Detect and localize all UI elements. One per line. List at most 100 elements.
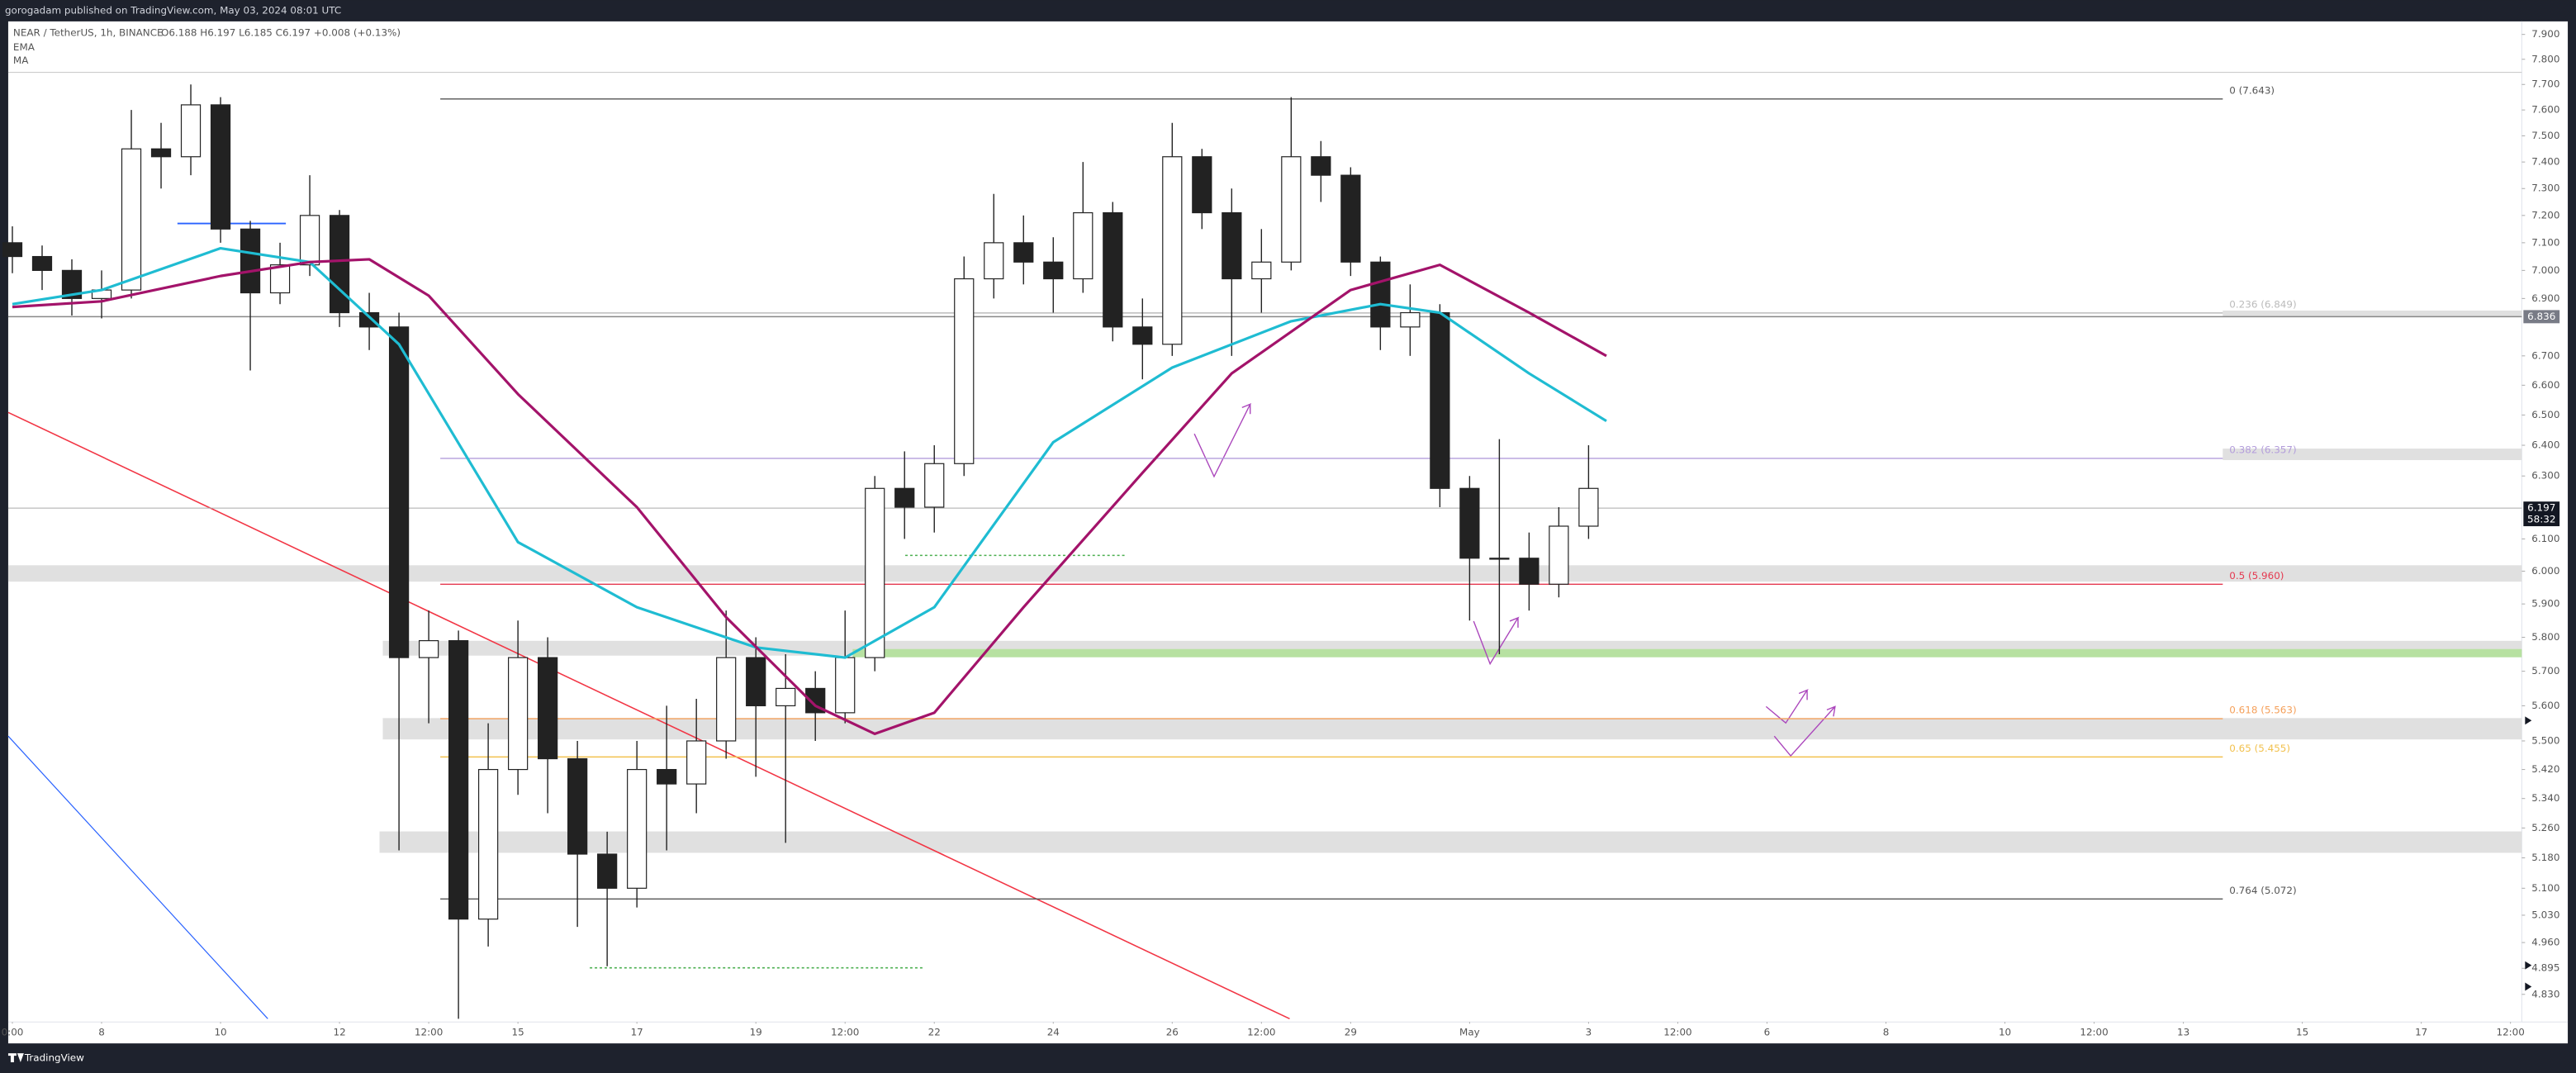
countdown: 58:32 [2527, 514, 2555, 525]
y-tick-label: 7.800 [2531, 53, 2559, 64]
y-tick-label: 4.830 [2531, 988, 2559, 999]
fib-label: 0.5 (5.960) [2229, 570, 2284, 582]
candle-body [329, 215, 350, 314]
legend-entry: EMA [13, 41, 36, 53]
arrow [1773, 705, 1836, 757]
candle-body [1578, 487, 1599, 527]
plot: 7.900 7.800 7.700 7.600 7.500 7.400 7.300 7.200… [2, 28, 2560, 1038]
y-tick-label: 7.100 [2531, 236, 2559, 248]
candle-body [1430, 311, 1450, 489]
y-tick-label: 5.420 [2531, 763, 2559, 775]
x-tick-label: 10 [1999, 1027, 2011, 1038]
candle-body [1281, 156, 1302, 263]
x-tick-label: 13 [2177, 1027, 2189, 1038]
zone [2223, 449, 2522, 461]
brand: TradingView [24, 1052, 84, 1064]
fib-label: 0.236 (6.849) [2229, 298, 2296, 310]
zone-green [852, 648, 2522, 658]
arrow [1193, 403, 1252, 478]
candle-body [1222, 211, 1242, 280]
y-tick-label: 6.000 [2531, 565, 2559, 577]
legend-entry: MA [13, 55, 29, 66]
x-tick-label: 17 [2415, 1027, 2427, 1038]
candle-body [477, 768, 499, 920]
symbol: NEAR / TetherUS, 1h, BINANCE [13, 26, 164, 38]
candle-body [865, 487, 885, 658]
candle-body [746, 657, 766, 707]
y-tick-label: 5.180 [2531, 852, 2559, 863]
candle-body [299, 215, 320, 266]
candle-body [269, 264, 291, 294]
candle-body [1251, 261, 1272, 280]
candle-body [358, 311, 380, 328]
candle-body [954, 278, 975, 464]
zone [7, 565, 2522, 582]
y-tick-label: 4.960 [2531, 937, 2559, 948]
y-tick-label: 5.260 [2531, 822, 2559, 833]
drawings [7, 71, 2532, 1020]
y-tick-label: 7.700 [2531, 78, 2559, 90]
candle-body [597, 853, 618, 889]
candle-body [150, 148, 172, 158]
x-tick-label: 26 [1166, 1027, 1179, 1038]
trend-line [7, 411, 1290, 1020]
candle-body [1162, 156, 1183, 345]
candle-body [31, 255, 53, 271]
candle-body [567, 757, 588, 855]
y-tick-label: 5.600 [2531, 700, 2559, 711]
y-tick-label: 6.700 [2531, 349, 2559, 361]
candle-body [716, 657, 737, 742]
candle-body [448, 640, 469, 920]
y-tick-label: 6.300 [2531, 470, 2559, 482]
candle-body [1311, 156, 1331, 176]
x-tick-label: 15 [512, 1027, 524, 1038]
x-tick-label: 12:00 [1247, 1027, 1275, 1038]
candle-body [1549, 525, 1569, 585]
x-tick-label: 12:00 [1663, 1027, 1691, 1038]
candle-body [924, 463, 945, 508]
candle-body [1370, 261, 1391, 328]
x-tick-label: 10 [214, 1027, 226, 1038]
y-tick-label: 7.000 [2531, 264, 2559, 276]
x-tick-label: 17 [631, 1027, 643, 1038]
y-tick-label: 6.500 [2531, 409, 2559, 420]
axis-marker [2525, 716, 2532, 991]
ma-line [12, 246, 1607, 659]
fib-label: 0.764 (5.072) [2229, 885, 2296, 896]
x-tick-label: 3 [1586, 1027, 1592, 1038]
candle-body [776, 687, 796, 707]
zone [379, 831, 2522, 853]
x-tick-label: 12:00 [415, 1027, 443, 1038]
x-tick-label: 8 [1883, 1027, 1890, 1038]
zone [382, 718, 2522, 740]
price-box-label: 6.197 [2527, 502, 2555, 514]
candle-body [2, 242, 23, 258]
zones [7, 310, 2522, 853]
x-tick-label: 12:00 [2496, 1027, 2524, 1038]
x-tick-label: 0:00 [2, 1027, 24, 1038]
candle-body [657, 768, 677, 785]
candle-body [1103, 211, 1123, 328]
y-tick-label: 5.030 [2531, 909, 2559, 920]
x-tick-label: May [1459, 1027, 1480, 1038]
candle-body [627, 768, 648, 889]
y-tick-label: 5.700 [2531, 665, 2559, 677]
y-tick-label: 6.400 [2531, 439, 2559, 451]
arrow [1765, 689, 1809, 724]
candle-body [984, 242, 1004, 280]
candle-body [61, 269, 83, 299]
y-tick-label: 6.100 [2531, 533, 2559, 544]
candle-body [1043, 261, 1064, 280]
x-tick-label: 15 [2296, 1027, 2308, 1038]
candle-body [1519, 558, 1539, 585]
fib-label: 0.382 (6.357) [2229, 444, 2296, 456]
fib-label: 0 (7.643) [2229, 84, 2275, 96]
ma-line [12, 258, 1607, 735]
candle-body [1489, 558, 1510, 560]
x-tick-label: 12 [333, 1027, 345, 1038]
candle-body [1400, 311, 1421, 328]
candle-body [210, 104, 231, 230]
candle-body [240, 228, 261, 294]
